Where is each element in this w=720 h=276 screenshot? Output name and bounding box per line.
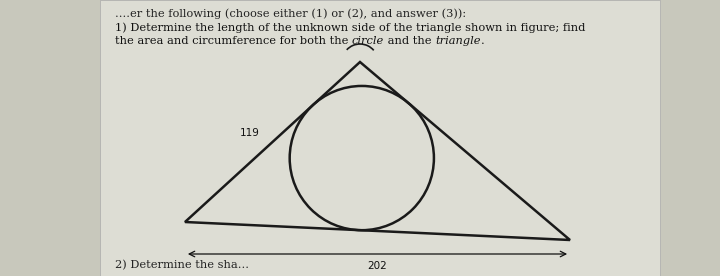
Text: .: . (481, 36, 485, 46)
Text: 119: 119 (240, 128, 259, 138)
Text: circle: circle (352, 36, 384, 46)
Text: 2) Determine the sha...: 2) Determine the sha... (115, 260, 249, 270)
Text: 202: 202 (368, 261, 387, 271)
Text: triangle: triangle (436, 36, 481, 46)
Text: the area and circumference for both the: the area and circumference for both the (115, 36, 352, 46)
Text: and the: and the (384, 36, 436, 46)
Text: ....er the following (choose either (1) or (2), and answer (3)):: ....er the following (choose either (1) … (115, 8, 466, 18)
Bar (100, 0, 660, 276)
Text: 1) Determine the length of the unknown side of the triangle shown in figure; fin: 1) Determine the length of the unknown s… (115, 22, 585, 33)
